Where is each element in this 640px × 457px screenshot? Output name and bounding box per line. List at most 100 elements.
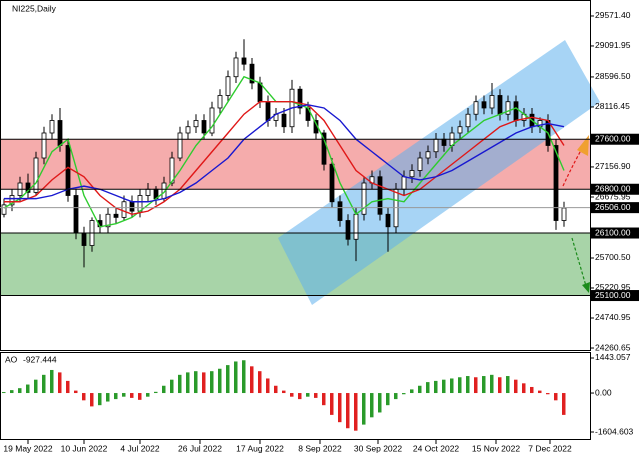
ao-bar	[42, 374, 46, 394]
ao-bar	[290, 393, 294, 397]
candle-body	[209, 107, 215, 134]
candle-body	[129, 201, 135, 212]
ao-bar	[354, 393, 358, 431]
candle-body	[233, 57, 239, 78]
plot	[1, 39, 567, 268]
candle-body	[185, 126, 191, 134]
ao-bar	[234, 361, 238, 394]
candle-body	[417, 157, 423, 171]
candle-body	[457, 126, 463, 134]
ao-bar	[386, 393, 390, 406]
x-tick-label: 19 May 2022	[3, 443, 52, 453]
y-tick-label: 29091.95	[595, 40, 631, 50]
y2-tick-label: -1604.603	[595, 426, 634, 436]
candle-body	[561, 207, 567, 221]
green-projection	[571, 237, 587, 287]
y-tick-label: 26800.00	[595, 184, 631, 194]
candle-body	[481, 101, 487, 109]
ao-bar	[130, 393, 134, 398]
candle-body	[489, 95, 495, 109]
ao-bar	[322, 393, 326, 406]
x-tick-label: 7 Dec 2022	[528, 443, 572, 453]
ao-bar	[90, 393, 94, 407]
ao-bar	[266, 378, 270, 394]
candle-body	[73, 195, 79, 234]
ao-bar	[410, 389, 414, 394]
y-tick-label: 25100.00	[595, 290, 631, 300]
candle-body	[49, 120, 55, 134]
ao-bar	[170, 379, 174, 394]
candle-body	[225, 76, 231, 96]
moving-average	[4, 104, 565, 203]
ao-bar	[490, 374, 494, 394]
ao-bar	[314, 393, 318, 398]
x-tick-label: 4 Jul 2022	[120, 443, 159, 453]
candle-body	[265, 101, 271, 121]
candle-body	[297, 88, 303, 109]
ao-bar	[370, 393, 374, 418]
ao-bar	[154, 391, 158, 394]
ao-bar	[2, 392, 6, 394]
candle-body	[33, 157, 39, 193]
ao-bar	[218, 368, 222, 394]
ao-bar	[306, 393, 310, 397]
candle-body	[241, 57, 247, 65]
ao-bar	[258, 371, 262, 394]
x-tick-label: 24 Oct 2022	[413, 443, 460, 453]
ao-bar	[98, 393, 102, 406]
ao-bar	[226, 365, 230, 394]
candle-body	[433, 138, 439, 153]
ao-bar	[66, 380, 70, 394]
candle-body	[9, 195, 15, 206]
candle-body	[249, 63, 255, 84]
candle-body	[409, 170, 415, 178]
ao-bar	[74, 390, 78, 394]
candle-body	[425, 151, 431, 159]
ao-bar	[546, 393, 550, 395]
candle-body	[25, 182, 31, 193]
ao-bar	[458, 377, 462, 394]
ao-bar	[82, 393, 86, 401]
candle-body	[1, 204, 7, 215]
candle-body	[217, 95, 223, 109]
ao-bar	[58, 372, 62, 394]
ao-bar	[514, 379, 518, 394]
candle-body	[497, 95, 503, 115]
candle-body	[321, 132, 327, 165]
y2-tick-label: 1443.057	[595, 352, 631, 362]
ao-bar	[474, 377, 478, 394]
candle-body	[145, 188, 151, 196]
ao-bar	[202, 372, 206, 394]
candle-body	[65, 145, 71, 196]
candle-body	[177, 132, 183, 159]
ao-bar	[50, 369, 54, 394]
candle-body	[329, 163, 335, 203]
candle-body	[57, 120, 63, 146]
candle-body	[105, 213, 111, 228]
y-tick-label: 27600.00	[595, 133, 631, 143]
y-tick-label: 27156.90	[595, 161, 631, 171]
ao-bar	[106, 393, 110, 402]
ao-bar	[506, 376, 510, 394]
trend-channel	[278, 40, 600, 305]
ao-bar	[466, 376, 470, 394]
ao-bar	[426, 382, 430, 394]
green-arrow	[582, 282, 590, 293]
candle-body	[41, 132, 47, 159]
ao-bar	[450, 378, 454, 394]
ao-bar	[378, 393, 382, 413]
ao-frame	[0, 352, 591, 440]
ao-bar	[554, 393, 558, 401]
candle-body	[465, 113, 471, 128]
y-tick-highlight	[591, 183, 639, 195]
ao-bar	[402, 393, 406, 395]
candle-body	[169, 157, 175, 184]
y-tick-label: 26675.95	[595, 191, 631, 201]
ao-bar	[434, 380, 438, 394]
ao-current: -927.444	[23, 354, 57, 364]
candle-body	[201, 120, 207, 134]
y-tick-label: 25700.50	[595, 252, 631, 262]
ao-bar	[394, 393, 398, 400]
ao-bar	[114, 393, 118, 400]
